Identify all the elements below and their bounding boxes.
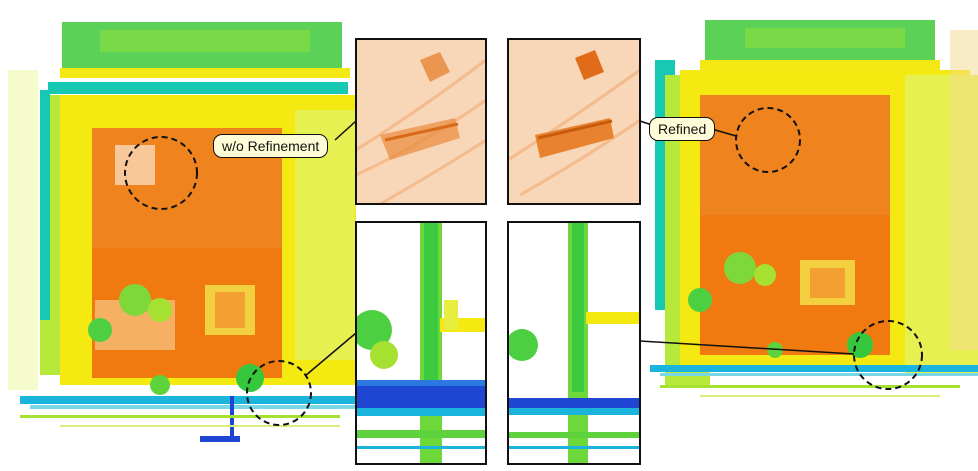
callout-left-bottom xyxy=(246,332,357,426)
zoom-panel-bottom-right xyxy=(507,221,641,465)
zoom-panel-top-right xyxy=(507,38,641,205)
zoom-panel-top-left xyxy=(355,38,487,205)
zoom-panel-bottom-left xyxy=(355,221,487,465)
label-without-refinement: w/o Refinement xyxy=(213,134,329,158)
callout-right-bottom xyxy=(639,320,923,390)
label-refined: Refined xyxy=(649,117,716,141)
callout-left-top xyxy=(124,120,357,210)
right-point-cloud-map xyxy=(650,20,978,397)
